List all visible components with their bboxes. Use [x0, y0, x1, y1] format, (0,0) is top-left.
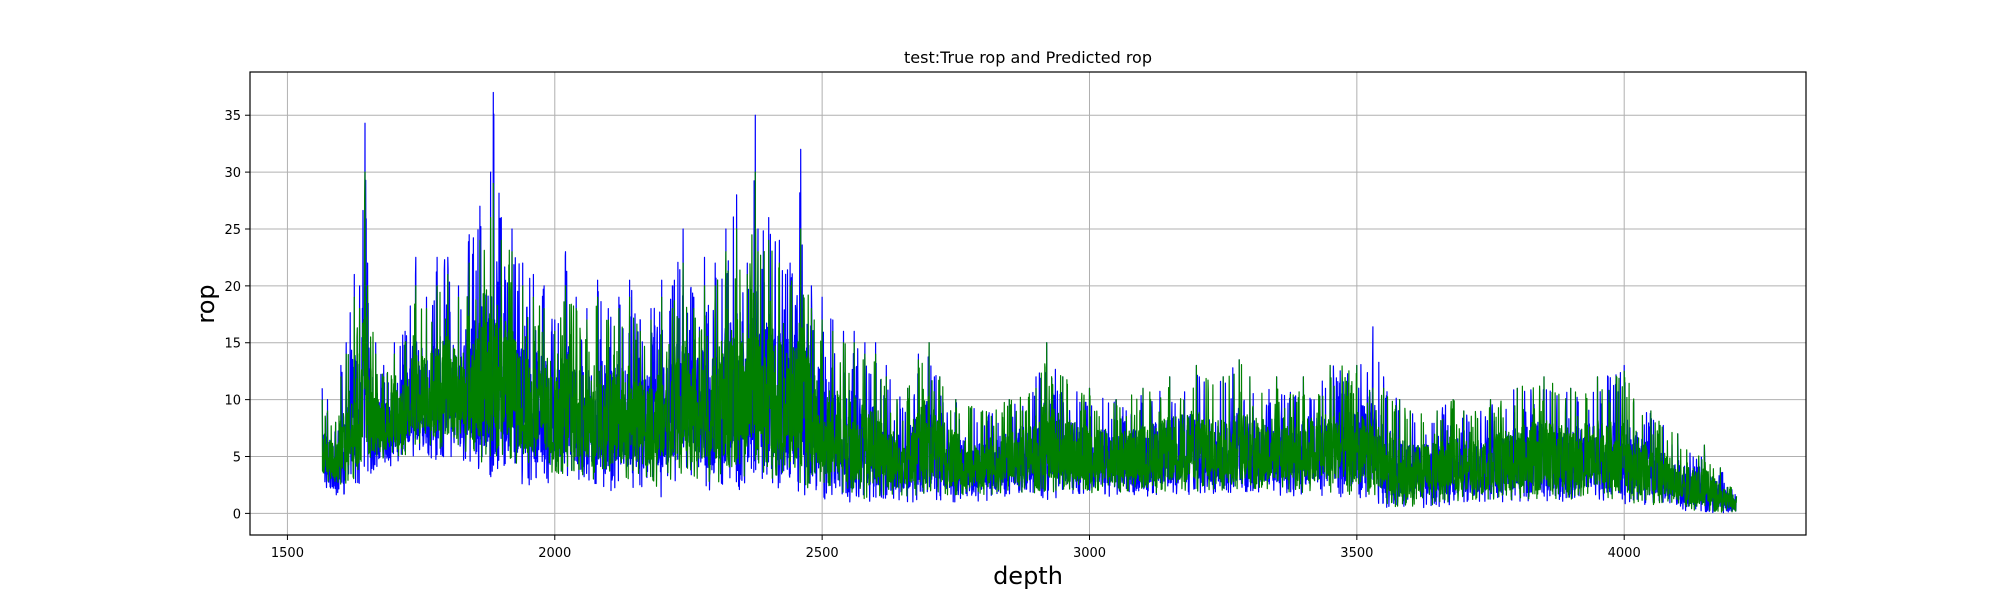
x-tick-label: 4000 — [1608, 546, 1641, 561]
y-tick-label: 30 — [224, 166, 241, 181]
y-tick-label: 5 — [233, 451, 241, 466]
x-tick-label: 2000 — [538, 546, 571, 561]
x-axis-label: depth — [993, 562, 1063, 590]
plot-frame — [249, 71, 1807, 536]
x-tick-label: 2500 — [806, 546, 839, 561]
x-tick-label: 1500 — [271, 546, 304, 561]
y-tick-label: 0 — [233, 507, 241, 522]
series-line-green — [321, 171, 1738, 513]
y-tick-label: 20 — [224, 280, 241, 295]
y-tick-label: 25 — [224, 223, 241, 238]
y-tick-label: 35 — [224, 109, 241, 124]
y-axis-ticks: 0 5 10 15 20 25 30 35 — [224, 109, 250, 522]
x-tick-label: 3000 — [1073, 546, 1106, 561]
x-axis-ticks: 1500 2000 2500 3000 3500 4000 — [271, 535, 1641, 561]
chart-title: test:True rop and Predicted rop — [904, 48, 1152, 67]
y-axis-label: rop — [192, 284, 220, 323]
x-tick-label: 3500 — [1340, 546, 1373, 561]
plot-series — [321, 91, 1738, 514]
y-tick-label: 15 — [224, 337, 241, 352]
y-tick-label: 10 — [224, 394, 241, 409]
